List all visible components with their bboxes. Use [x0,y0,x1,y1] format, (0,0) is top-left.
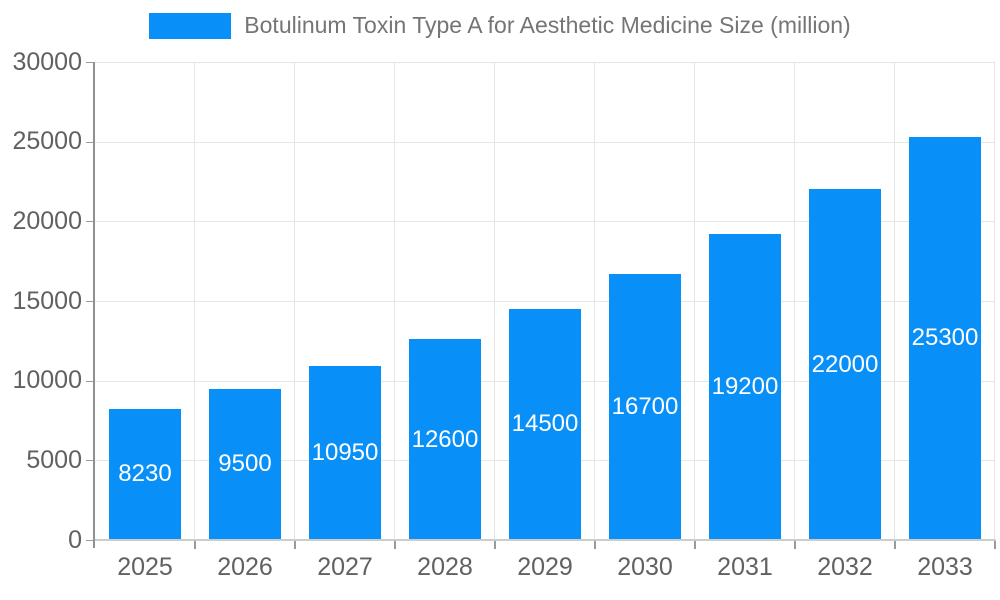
x-tick-label: 2025 [117,553,173,581]
x-tick-label: 2026 [217,553,273,581]
gridline-x [893,62,895,540]
bar[interactable]: 8230 [109,408,181,540]
y-tick-label: 25000 [12,127,82,156]
bar-column: 14500 2029 [495,62,595,581]
gridline-y [95,221,995,223]
bar-value-label: 16700 [611,392,679,420]
y-axis-tick [86,62,94,63]
legend-label: Botulinum Toxin Type A for Aesthetic Med… [244,12,851,38]
gridline-y [95,301,995,302]
bar[interactable]: 22000 [809,189,881,540]
y-tick-label: 0 [68,525,82,554]
y-axis-tick [86,141,94,143]
gridline-x [493,62,495,540]
x-axis-tick [694,541,696,549]
y-tick-label: 15000 [12,286,82,315]
x-axis-tick [494,541,496,549]
bar[interactable]: 12600 [408,339,481,540]
gridline-x [393,62,395,540]
y-axis-tick [86,301,94,302]
bar-value-label: 8230 [118,460,172,488]
bar-column: 9500 2026 [195,62,295,581]
y-tick-label: 5000 [26,445,82,474]
legend-swatch-icon [149,12,232,39]
legend-item[interactable]: Botulinum Toxin Type A for Aesthetic Med… [149,12,851,39]
x-tick-label: 2030 [617,553,673,581]
bar-value-label: 25300 [911,324,979,352]
bar-column: 12600 2028 [395,62,495,581]
gridline-x [193,62,195,540]
bar[interactable]: 10950 [309,365,381,540]
gridline-y [95,141,995,143]
bar-column: 10950 2027 [295,62,395,581]
x-tick-label: 2032 [817,553,873,581]
gridline-x [693,62,695,540]
x-tick-label: 2031 [717,553,773,581]
bar[interactable]: 25300 [909,136,981,540]
x-axis-tick [294,541,296,549]
bar-value-label: 9500 [218,450,272,478]
x-tick-label: 2033 [917,553,973,581]
bar-column: 19200 2031 [695,62,795,581]
x-axis-tick [194,541,196,549]
bar-value-label: 14500 [511,410,579,438]
gridline-y [95,62,995,63]
bar-column: 22000 2032 [795,62,895,581]
y-tick-label: 10000 [12,366,82,395]
x-axis-tick [594,541,596,549]
bar[interactable]: 9500 [209,388,281,540]
y-axis-line [93,62,95,548]
x-axis-tick [794,541,796,549]
y-tick-label: 30000 [12,47,82,76]
gridline-x [794,62,795,540]
x-axis-tick [394,541,396,549]
bar-column: 8230 2025 [95,62,195,581]
gridline-x [994,62,995,540]
gridline-x [293,62,295,540]
bar-value-label: 22000 [811,350,879,378]
legend: Botulinum Toxin Type A for Aesthetic Med… [0,12,1000,39]
y-axis-tick [86,221,94,223]
y-axis-tick [86,540,94,541]
y-axis-tick [86,380,94,382]
y-tick-label: 20000 [12,206,82,235]
y-axis-tick [86,460,94,462]
bar[interactable]: 19200 [708,234,781,540]
bar-value-label: 19200 [711,373,779,401]
x-tick-label: 2028 [417,553,473,581]
bar-column: 25300 2033 [895,62,995,581]
x-tick-label: 2027 [317,553,373,581]
x-axis-tick [994,541,996,549]
x-tick-label: 2029 [517,553,573,581]
gridline-x [594,62,595,540]
bar[interactable]: 16700 [609,273,681,540]
x-axis-line [95,539,996,541]
bar[interactable]: 14500 [509,308,581,540]
plot-area: 8230 2025 9500 2026 10950 2027 12600 2028 14500 2… [95,62,995,581]
bar-value-label: 12600 [411,425,479,453]
bar-column: 16700 2030 [595,62,695,581]
bar-value-label: 10950 [311,438,379,466]
x-axis-tick [894,541,896,549]
